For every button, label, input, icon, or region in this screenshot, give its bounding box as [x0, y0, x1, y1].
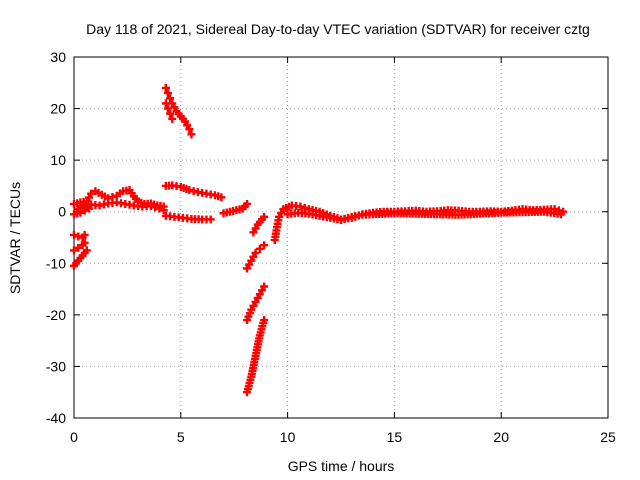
x-axis-label: GPS time / hours	[288, 458, 395, 474]
series-track-P	[270, 201, 568, 245]
x-tick-label: 15	[387, 429, 403, 445]
data-point	[166, 94, 175, 103]
data-point	[168, 114, 177, 123]
series-track-M	[243, 282, 269, 325]
data-point	[146, 202, 155, 211]
data-point	[161, 99, 170, 108]
data-point	[163, 104, 172, 113]
data-point	[76, 208, 85, 217]
data-point	[243, 199, 252, 208]
series-track-E	[161, 211, 215, 224]
data-point	[159, 206, 168, 215]
data-point	[260, 241, 269, 250]
y-tick-label: 10	[50, 152, 66, 168]
series-track-K	[219, 199, 252, 218]
data-point	[260, 212, 269, 221]
data-point	[70, 230, 78, 239]
data-points	[70, 83, 568, 397]
data-point	[187, 130, 196, 139]
axis-ticks	[73, 56, 609, 419]
data-point	[70, 246, 78, 255]
y-tick-label: -40	[46, 410, 66, 426]
data-point	[82, 246, 91, 255]
series-track-C	[70, 204, 93, 219]
y-tick-label: -10	[46, 255, 66, 271]
grid-lines	[74, 57, 608, 418]
data-point	[185, 125, 194, 134]
series-track-Q	[283, 207, 566, 224]
data-point	[255, 244, 264, 253]
y-tick-label: 20	[50, 101, 66, 117]
data-point	[260, 282, 269, 291]
data-point	[161, 83, 170, 92]
chart-title: Day 118 of 2021, Sidereal Day-to-day VTE…	[86, 21, 590, 37]
data-point	[166, 109, 175, 118]
data-point	[151, 203, 160, 212]
data-point	[80, 206, 89, 215]
y-tick-label: -20	[46, 307, 66, 323]
data-point	[163, 89, 172, 98]
x-tick-label: 0	[70, 429, 78, 445]
data-point	[296, 202, 305, 211]
series-track-L	[243, 241, 269, 273]
x-tick-label: 20	[493, 429, 509, 445]
y-tick-label: 0	[58, 204, 66, 220]
series-track-F	[161, 83, 196, 139]
data-point	[217, 193, 226, 202]
series-track-D	[161, 181, 226, 202]
data-point	[251, 248, 260, 257]
series-track-G	[161, 99, 177, 123]
data-point	[557, 210, 566, 219]
data-point	[80, 238, 89, 247]
y-tick-label: -30	[46, 358, 66, 374]
series-track-N	[243, 316, 269, 397]
x-tick-label: 10	[280, 429, 296, 445]
plot-frame	[73, 56, 609, 419]
series-track-J	[70, 246, 91, 270]
data-point	[80, 230, 89, 239]
series-track-I	[70, 238, 89, 255]
data-point	[84, 204, 93, 213]
x-tick-label: 25	[600, 429, 616, 445]
series-track-H	[70, 230, 89, 242]
y-axis-label: SDTVAR / TECUs	[7, 182, 23, 294]
y-tick-label: 30	[50, 49, 66, 65]
x-tick-label: 5	[177, 429, 185, 445]
series-track-O	[249, 212, 269, 237]
data-point	[260, 316, 269, 325]
data-point	[87, 189, 96, 198]
data-point	[74, 243, 83, 252]
data-point	[206, 215, 215, 224]
axis-tick-labels: 0 5 10 15 20 25 -40 -30 -20 -10 0 10 20 30	[46, 49, 616, 445]
data-point	[155, 204, 164, 213]
